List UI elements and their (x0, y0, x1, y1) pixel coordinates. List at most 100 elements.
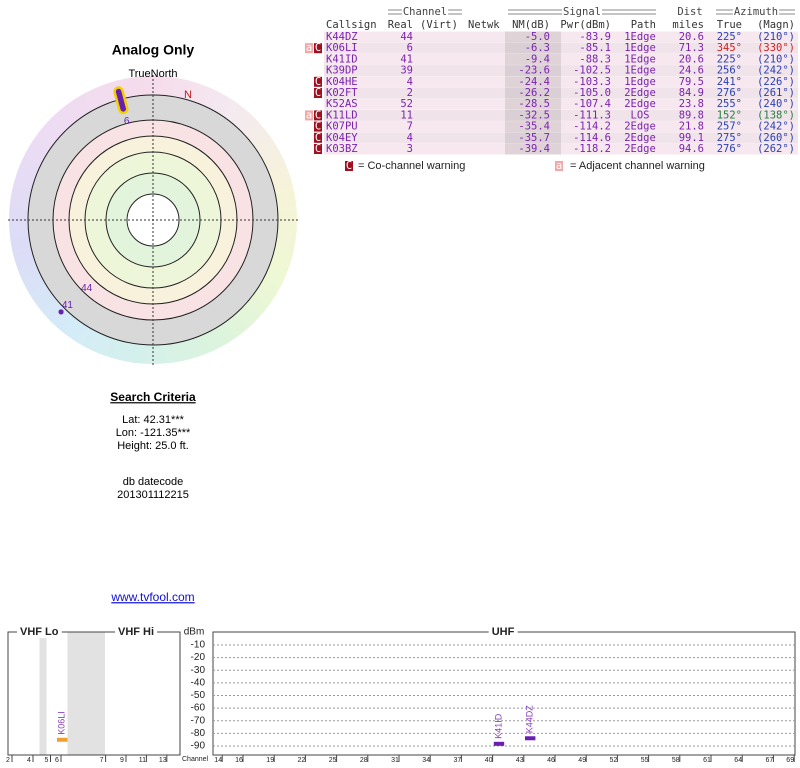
table-cell: -26.2 (518, 87, 550, 99)
search-line: Lat: 42.31*** (122, 414, 184, 426)
row-background (324, 121, 798, 133)
table-cell: 2Edge (624, 143, 656, 155)
group-header-bg (676, 6, 704, 18)
nm-column-shade (505, 65, 561, 77)
column-header: (Virt) (420, 19, 458, 31)
band-label: VHF Hi (118, 626, 154, 638)
group-header: Channel (403, 6, 447, 18)
n-label: N (184, 89, 192, 101)
nm-column-shade (505, 98, 561, 110)
table-cell: LOS (631, 109, 650, 121)
x-tick-label: 9 (120, 757, 124, 764)
table-cell: (210°) (757, 31, 795, 43)
table-cell: -28.5 (518, 98, 550, 110)
table-cell: (242°) (757, 121, 795, 133)
y-tick-label: -90 (191, 741, 206, 752)
table-cell: 2Edge (624, 132, 656, 144)
table-cell: 4 (407, 76, 413, 88)
warning-icon-text: a (306, 42, 312, 54)
legend-icon (555, 161, 563, 171)
group-header-bg (732, 6, 780, 18)
table-cell: K52AS (326, 98, 358, 110)
table-cell: 11 (400, 109, 413, 121)
station-bar (493, 741, 505, 746)
column-header: Path (631, 19, 656, 31)
table-cell: 52 (400, 98, 413, 110)
table-cell: -6.3 (525, 42, 550, 54)
table-cell: 20.6 (679, 31, 704, 43)
table-cell: -83.9 (579, 31, 611, 43)
warning-icon (314, 110, 322, 121)
table-cell: 99.1 (679, 132, 704, 144)
table-cell: 256° (717, 65, 742, 77)
table-cell: 225° (717, 53, 742, 65)
warning-icon (314, 144, 322, 154)
datecode-label: db datecode (123, 476, 184, 488)
warning-icon-text: C (315, 121, 321, 133)
column-header: (Magn) (757, 19, 795, 31)
x-tick-label: 43 (516, 757, 524, 764)
warning-icon-text: C (315, 109, 321, 121)
station-label: K41ID (493, 713, 503, 739)
x-tick-label: 2 (6, 757, 10, 764)
station-label: K44DZ (525, 705, 535, 734)
search-line: Height: 25.0 ft. (117, 440, 189, 452)
radar-label: 6 (124, 116, 130, 127)
column-header: Pwr(dBm) (560, 19, 611, 31)
nm-column-shade (505, 53, 561, 65)
table-cell: -35.4 (518, 121, 550, 133)
table-cell: (138°) (757, 109, 795, 121)
row-background (324, 143, 798, 155)
row-background (324, 65, 798, 77)
table-cell: (210°) (757, 53, 795, 65)
group-header-bg (401, 6, 449, 18)
warning-icon-text: C (315, 76, 321, 88)
table-cell: 2Edge (624, 121, 656, 133)
table-cell: 44 (400, 31, 413, 43)
station-bar (525, 736, 536, 741)
table-cell: 345° (717, 42, 742, 54)
station-bar (57, 737, 68, 742)
nm-column-shade (505, 143, 561, 155)
site-link[interactable]: www.tvfool.com (110, 590, 194, 604)
table-cell: (330°) (757, 42, 795, 54)
x-tick-label: 52 (610, 757, 618, 764)
table-cell: 275° (717, 132, 742, 144)
x-tick-label: 11 (139, 757, 146, 764)
x-tick-label: 37 (454, 757, 462, 764)
table-cell: -102.5 (573, 65, 611, 77)
radar-marker (113, 86, 129, 115)
table-cell: 2 (407, 87, 413, 99)
table-cell: (242°) (757, 65, 795, 77)
x-tick-label: 28 (360, 757, 368, 764)
group-header: Azimuth (734, 6, 778, 18)
table-cell: 257° (717, 121, 742, 133)
table-cell: 20.6 (679, 53, 704, 65)
table-cell: K06LI (326, 42, 358, 54)
row-background (324, 76, 798, 88)
x-tick-label: 46 (547, 757, 555, 764)
x-tick-label: 25 (329, 757, 337, 764)
site-link-text[interactable]: www.tvfool.com (110, 590, 194, 604)
table-cell: K11LD (326, 109, 358, 121)
warning-icon (305, 43, 313, 54)
table-cell: -114.6 (573, 132, 611, 144)
table-cell: (261°) (757, 87, 795, 99)
legend-icon (345, 161, 353, 171)
table-cell: -24.4 (518, 76, 550, 88)
x-tick-label: 49 (578, 757, 586, 764)
table-cell: -9.4 (525, 53, 550, 65)
x-tick-label: 69 (786, 757, 794, 764)
column-header: True (717, 19, 742, 31)
row-background (324, 109, 798, 121)
column-header: Callsign (326, 19, 377, 31)
x-tick-label: 7 (100, 757, 104, 764)
table-cell: -103.3 (573, 76, 611, 88)
band-label: UHF (492, 626, 515, 638)
row-background (324, 132, 798, 144)
x-tick-label: 61 (703, 757, 711, 764)
table-cell: 241° (717, 76, 742, 88)
group-header: Signal (563, 6, 601, 18)
y-tick-label: -10 (191, 640, 206, 651)
